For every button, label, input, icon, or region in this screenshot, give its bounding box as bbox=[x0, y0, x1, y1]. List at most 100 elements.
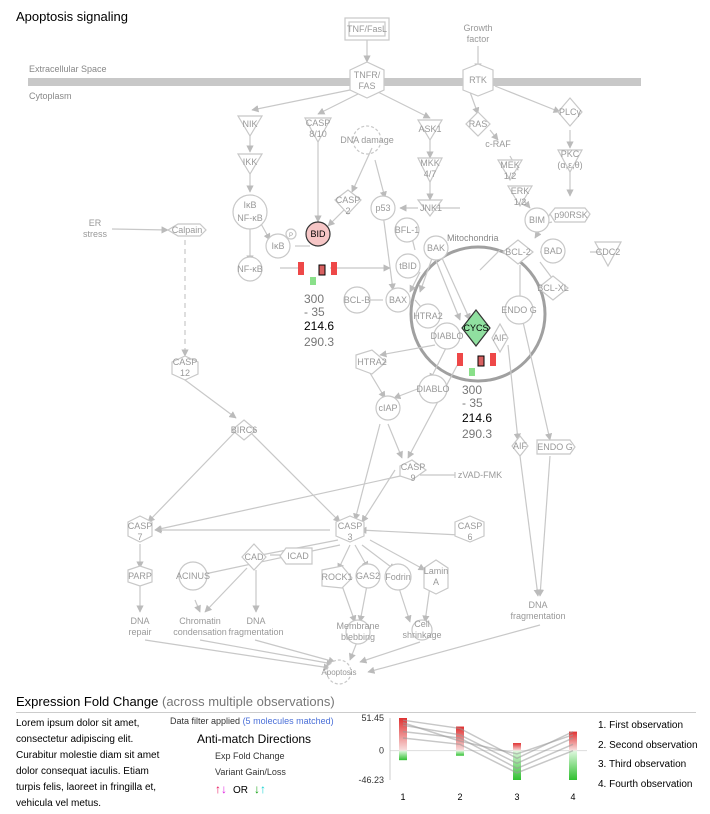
mitochondria-compartment bbox=[409, 245, 547, 383]
node-casp2-shape bbox=[334, 189, 362, 215]
node-nfkb: NF-κB bbox=[237, 264, 263, 274]
node-erk-shape bbox=[506, 185, 534, 208]
node-dna-repair-line1: DNA bbox=[130, 616, 149, 626]
node-bfl1: BFL-1 bbox=[395, 225, 420, 235]
series-line bbox=[402, 730, 574, 770]
node-zvad: zVAD-FMK bbox=[458, 470, 502, 480]
node-p90rsk-shape bbox=[549, 207, 591, 223]
node-rock1: ROCK1 bbox=[321, 572, 352, 582]
node-bax: BAX bbox=[389, 295, 407, 305]
node-erk-line2: 1/2 bbox=[514, 197, 527, 207]
node-p53-shape bbox=[370, 195, 396, 221]
node-lamin-line1: Lamin bbox=[424, 566, 449, 576]
bid-value-4: 290.3 bbox=[304, 335, 334, 349]
expression-title-main: Expression Fold Change bbox=[16, 694, 159, 709]
direction-arrows: ↑↓ OR ↓↑ bbox=[215, 782, 266, 796]
node-acinus: ACINUS bbox=[176, 571, 210, 581]
node-membrane-line2: blebbing bbox=[341, 632, 375, 642]
node-parp-shape bbox=[127, 565, 153, 587]
node-diablo-mito-shape bbox=[433, 322, 461, 350]
node-bim: BIM bbox=[529, 215, 545, 225]
node-ikb-nfkb-shape bbox=[232, 194, 268, 230]
series-line bbox=[402, 724, 574, 765]
node-cell-line2: shrinkage bbox=[402, 630, 441, 640]
node-casp810-shape bbox=[303, 117, 333, 144]
observation-legend: 1. First observation 2. Second observati… bbox=[598, 716, 698, 794]
node-casp6-line1: CASP bbox=[458, 521, 483, 531]
node-jnk1: JNK1 bbox=[420, 203, 442, 213]
node-aif-mito: AIF bbox=[493, 333, 508, 343]
node-casp9-shape bbox=[399, 459, 428, 481]
node-tnfr-line1: TNFR/ bbox=[354, 70, 381, 80]
node-casp3-line2: 3 bbox=[347, 532, 352, 542]
node-dna-frag1-line1: DNA bbox=[246, 616, 265, 626]
node-tbid-shape bbox=[395, 253, 421, 279]
node-chromatin-line1: Chromatin bbox=[179, 616, 221, 626]
node-ikk-shape bbox=[236, 153, 264, 176]
node-bid-highlight[interactable] bbox=[305, 221, 331, 247]
node-endog-mito: ENDO G bbox=[501, 305, 537, 315]
node-bcl2-shape bbox=[502, 239, 534, 265]
node-cycs: CYCS bbox=[463, 323, 488, 333]
node-mek-shape bbox=[496, 159, 524, 182]
node-nik-shape bbox=[236, 115, 264, 138]
node-growth-line1: Growth bbox=[463, 23, 492, 33]
node-cycs-highlight[interactable] bbox=[461, 309, 491, 347]
node-bad: BAD bbox=[544, 246, 563, 256]
cycs-value-1: 300 bbox=[462, 383, 482, 397]
y-tick-label: 51.45 bbox=[361, 713, 384, 723]
node-growth-line2: factor bbox=[467, 34, 490, 44]
filter-matched-link[interactable]: (5 molecules matched) bbox=[242, 716, 334, 726]
anti-match-title: Anti-match Directions bbox=[197, 732, 312, 746]
node-diablo: DIABLO bbox=[416, 384, 449, 394]
y-tick-label: 0 bbox=[379, 746, 384, 756]
node-p90rsk: p90RSK bbox=[554, 210, 588, 220]
node-cad: CAD bbox=[244, 552, 264, 562]
node-casp12-line2: 12 bbox=[180, 368, 190, 378]
node-casp12-shape bbox=[171, 355, 199, 381]
page-title: Apoptosis signaling bbox=[16, 9, 129, 24]
node-apoptosis-shape bbox=[326, 659, 352, 685]
node-endog-mito-shape bbox=[504, 295, 534, 325]
node-casp6-shape bbox=[454, 515, 485, 543]
node-casp810-line1: CASP bbox=[306, 118, 331, 128]
node-ikb-nfkb-line1: IκB bbox=[243, 200, 256, 210]
legend-item: 3. Third observation bbox=[598, 759, 687, 770]
extracellular-label: Extracellular Space bbox=[29, 64, 107, 74]
node-mkk-line1: MKK bbox=[420, 158, 440, 168]
node-tnf: TNF/FasL bbox=[347, 24, 387, 34]
node-gas2-shape bbox=[355, 563, 381, 589]
node-lamin-shape bbox=[423, 559, 449, 595]
node-icad: ICAD bbox=[287, 551, 309, 561]
node-dna-repair-line2: repair bbox=[128, 627, 151, 637]
node-tbid: tBID bbox=[399, 261, 417, 271]
node-er-stress-line1: ER bbox=[89, 218, 102, 228]
exp-fold-change-label: Exp Fold Change bbox=[215, 751, 285, 761]
node-casp3-shape bbox=[335, 515, 365, 543]
node-calpain-shape bbox=[166, 223, 207, 237]
node-endog: ENDO G bbox=[537, 442, 573, 452]
node-casp9-line2: 9 bbox=[410, 473, 415, 483]
node-tnfr-line2: FAS bbox=[358, 81, 375, 91]
fold-change-chart: 51.45 0 -46.23 1 2 3 4 bbox=[358, 713, 587, 802]
node-birc6-shape bbox=[231, 419, 257, 441]
node-acinus-shape bbox=[178, 561, 208, 591]
node-lamin-line2: A bbox=[433, 577, 439, 587]
node-bad-shape bbox=[540, 238, 566, 264]
node-cad-shape bbox=[241, 543, 267, 571]
x-tick-label: 1 bbox=[400, 792, 405, 802]
node-dna-frag1-line2: fragmentation bbox=[228, 627, 283, 637]
node-ras-shape bbox=[465, 111, 491, 137]
bid-value-2: - 35 bbox=[304, 305, 325, 319]
membrane-bar bbox=[28, 78, 641, 86]
node-cdc2: CDC2 bbox=[596, 247, 621, 257]
node-bclb: BCL-B bbox=[344, 295, 371, 305]
node-craf: c-RAF bbox=[485, 139, 511, 149]
node-bak-shape bbox=[423, 235, 449, 261]
arrow-down-icon: ↓ bbox=[221, 782, 227, 796]
node-rtk-shape bbox=[462, 63, 494, 97]
positive-bar bbox=[399, 718, 407, 751]
node-cell-shape bbox=[411, 619, 433, 641]
node-pkc-shape bbox=[556, 149, 584, 174]
node-aif-shape bbox=[511, 435, 529, 457]
